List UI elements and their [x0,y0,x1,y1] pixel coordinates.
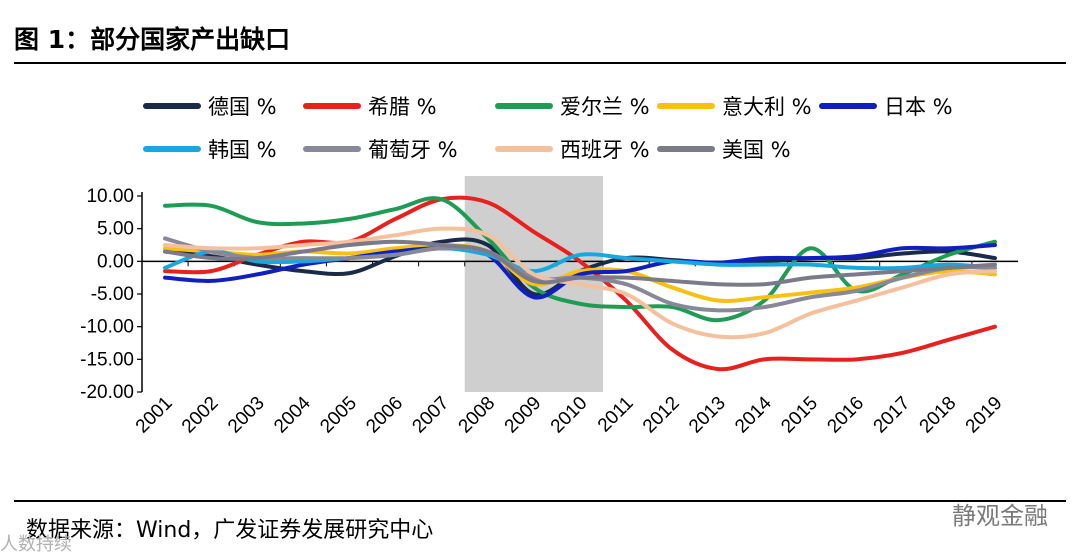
series-line-4 [163,243,997,300]
bottom-rule [14,500,1066,502]
top-rule [14,62,1066,64]
legend: 德国 % 希腊 % 爱尔兰 % 意大利 % 日本 % 韩国 % 葡萄牙 % 西班牙 % 美国 % [143,95,953,162]
legend-label: 韩国 % [208,138,277,162]
y-tick-label: -10.00 [80,317,134,338]
watermark-corner: 人数持续 [0,534,72,555]
x-tick-label: 2003 [224,393,269,438]
legend-label: 意大利 % [722,95,812,119]
legend-label: 希腊 % [368,95,437,119]
series-line-1 [163,195,997,372]
x-tick-label: 2001 [132,393,177,438]
series-line-7 [163,226,997,340]
x-tick-label: 2006 [362,393,407,438]
legend-label: 爱尔兰 % [560,95,650,119]
x-tick-label: 2016 [823,393,868,438]
x-tick-label: 2008 [455,393,500,438]
x-tick-label: 2007 [408,393,453,438]
x-tick-label: 2011 [594,393,638,437]
series-line-8 [163,239,997,287]
x-tick-label: 2002 [178,393,223,438]
legend-label: 葡萄牙 % [368,138,458,162]
x-tick-label: 2014 [731,392,776,437]
series-line-5 [163,246,997,274]
data-source: 数据来源：Wind，广发证券发展研究中心 [26,518,434,543]
chart-title: 图 1：部分国家产出缺口 [14,25,291,54]
x-tick-label: 2010 [547,393,592,438]
y-tick-label: 5.00 [97,219,134,240]
x-tick-label: 2004 [270,392,315,437]
legend-label: 西班牙 % [560,138,650,162]
x-tick-label: 2013 [685,393,730,438]
y-tick-label: -20.00 [80,382,134,403]
y-tick-label: 0.00 [97,251,134,272]
y-tick-label: 10.00 [86,186,134,207]
watermark: 静观金融 [952,502,1048,530]
legend-label: 日本 % [884,95,953,119]
x-tick-label: 2019 [962,393,1007,438]
y-tick-label: -15.00 [80,349,134,370]
x-tick-label: 2018 [916,393,961,438]
legend-label: 美国 % [722,138,791,162]
x-tick-label: 2009 [501,393,546,438]
x-tick-label: 2015 [777,393,822,438]
x-tick-label: 2017 [870,393,915,438]
legend-label: 德国 % [208,95,277,119]
y-tick-label: -5.00 [91,284,134,305]
x-tick-label: 2005 [316,393,361,438]
series-layer [163,195,997,372]
x-tick-label: 2012 [639,393,684,438]
